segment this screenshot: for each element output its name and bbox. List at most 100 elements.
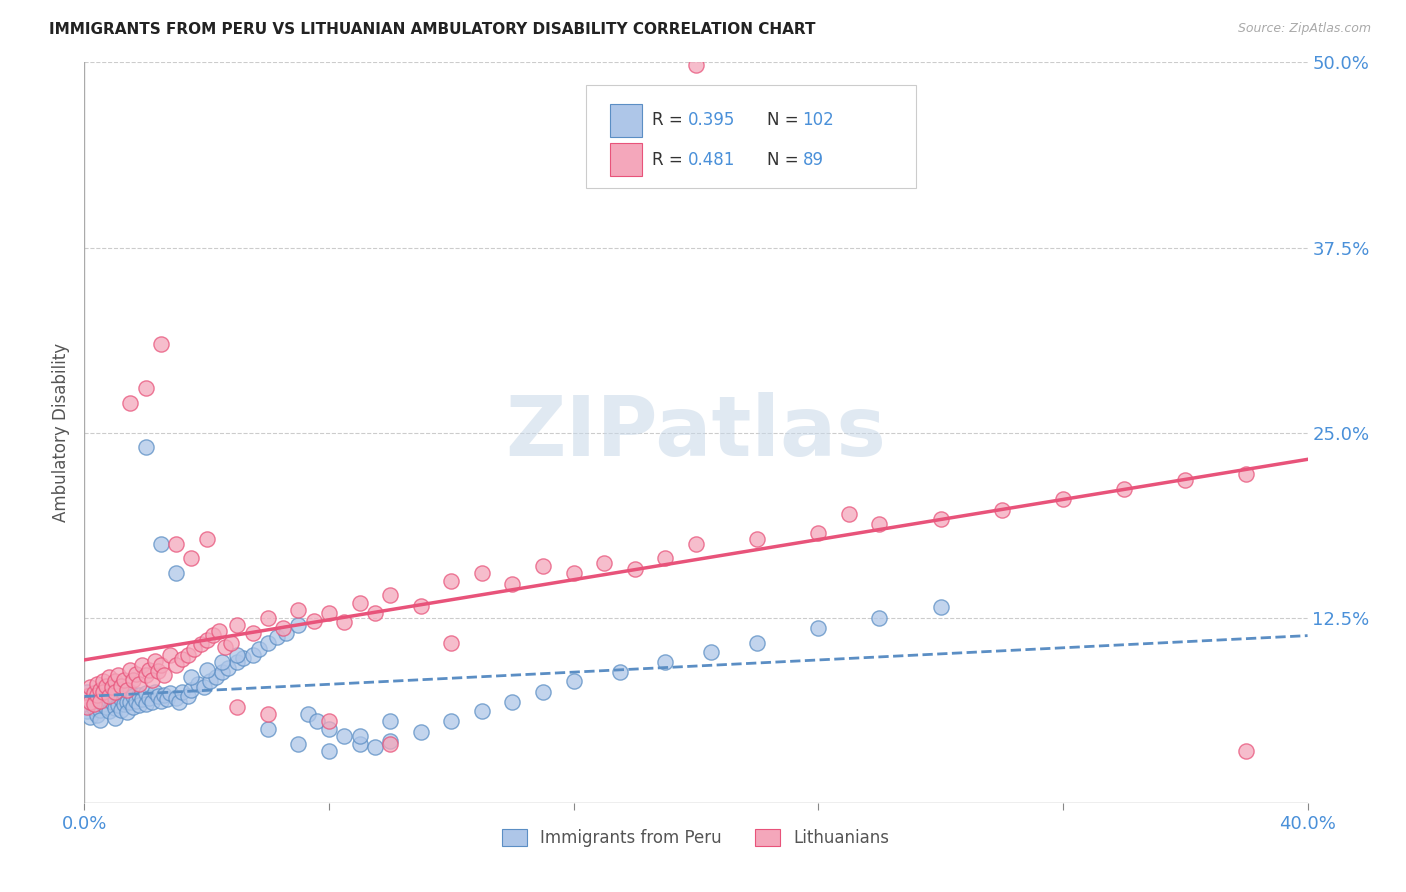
Point xyxy=(318,714,340,729)
Point xyxy=(76,704,98,718)
Point xyxy=(86,688,108,702)
Point xyxy=(838,507,860,521)
Point xyxy=(112,686,135,700)
Point xyxy=(364,739,387,754)
Point xyxy=(135,381,157,395)
Point xyxy=(165,658,187,673)
Point xyxy=(91,685,114,699)
Point xyxy=(180,683,202,698)
Point xyxy=(104,685,127,699)
Point xyxy=(257,610,280,624)
Point xyxy=(226,699,249,714)
Point xyxy=(83,686,105,700)
Point xyxy=(94,679,117,693)
Text: R =: R = xyxy=(652,112,688,129)
Point xyxy=(242,648,264,662)
Point xyxy=(257,722,280,736)
Point xyxy=(112,697,135,711)
Point xyxy=(440,714,463,729)
Point xyxy=(226,648,249,662)
Point xyxy=(89,702,111,716)
Point xyxy=(471,704,494,718)
Point xyxy=(177,648,200,662)
Text: Source: ZipAtlas.com: Source: ZipAtlas.com xyxy=(1237,22,1371,36)
Point xyxy=(198,674,221,689)
Point xyxy=(297,706,319,721)
Point xyxy=(110,692,132,706)
Point xyxy=(104,711,127,725)
Point xyxy=(205,670,228,684)
Text: R =: R = xyxy=(652,151,688,169)
Point xyxy=(120,685,142,699)
Point xyxy=(165,690,187,705)
Point xyxy=(159,648,181,662)
Point xyxy=(654,551,676,566)
Point xyxy=(807,621,830,635)
Point xyxy=(128,677,150,691)
Point xyxy=(104,701,127,715)
FancyBboxPatch shape xyxy=(610,104,643,136)
Point xyxy=(287,603,309,617)
Point xyxy=(807,526,830,541)
Point xyxy=(502,695,524,709)
Point xyxy=(929,600,952,615)
Point xyxy=(562,674,585,689)
Point xyxy=(143,654,166,668)
Point xyxy=(104,674,127,689)
Point xyxy=(141,695,163,709)
Point xyxy=(131,692,153,706)
Point xyxy=(471,566,494,581)
Point xyxy=(149,536,172,550)
Point xyxy=(149,693,172,707)
Point xyxy=(302,614,325,628)
Point xyxy=(89,692,111,706)
Point xyxy=(107,698,129,712)
Point xyxy=(101,681,124,695)
Point xyxy=(364,607,387,621)
Point xyxy=(135,668,157,682)
Point xyxy=(287,618,309,632)
Point xyxy=(83,701,105,715)
Point xyxy=(125,667,148,681)
Legend: Immigrants from Peru, Lithuanians: Immigrants from Peru, Lithuanians xyxy=(495,822,897,854)
Point xyxy=(991,502,1014,516)
Point xyxy=(128,688,150,702)
Point xyxy=(89,713,111,727)
Point xyxy=(409,599,432,613)
Point xyxy=(122,673,145,687)
Point xyxy=(349,729,371,743)
Point xyxy=(101,695,124,709)
Point xyxy=(242,625,264,640)
Point xyxy=(201,628,224,642)
Point xyxy=(257,636,280,650)
Point xyxy=(94,699,117,714)
Point xyxy=(624,562,647,576)
Point xyxy=(211,665,233,680)
Point xyxy=(195,632,218,647)
Point xyxy=(76,689,98,703)
Point xyxy=(79,699,101,714)
Point xyxy=(180,670,202,684)
Point xyxy=(101,685,124,699)
Point xyxy=(1052,492,1074,507)
Point xyxy=(685,536,707,550)
Point xyxy=(110,679,132,693)
Text: 0.395: 0.395 xyxy=(688,112,735,129)
Point xyxy=(97,693,120,707)
Point xyxy=(79,689,101,703)
Point xyxy=(165,566,187,581)
Point xyxy=(97,704,120,718)
Point xyxy=(125,693,148,707)
Point xyxy=(869,610,891,624)
Point xyxy=(153,688,176,702)
Point xyxy=(318,722,340,736)
Point xyxy=(502,576,524,591)
Point xyxy=(159,686,181,700)
Point xyxy=(138,663,160,677)
Text: N =: N = xyxy=(766,112,804,129)
Point xyxy=(91,697,114,711)
Point xyxy=(318,744,340,758)
Point xyxy=(94,689,117,703)
Point xyxy=(177,689,200,703)
Point xyxy=(149,658,172,673)
